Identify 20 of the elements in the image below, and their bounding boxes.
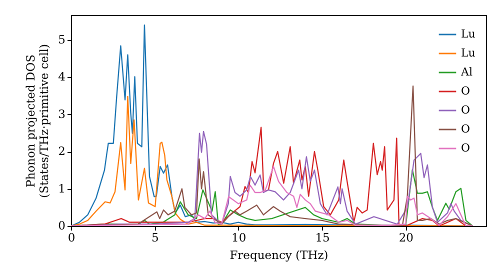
legend-label: O (461, 122, 470, 136)
legend-label: O (461, 104, 470, 116)
legend-label: O (461, 142, 470, 154)
x-tick-label: 15 (315, 230, 330, 244)
x-tick-label: 10 (232, 230, 246, 244)
y-tick-label: 3 (58, 106, 66, 121)
legend-label: Al (460, 66, 473, 78)
legend-label: O (461, 84, 470, 98)
x-tick-label: 0 (68, 230, 76, 244)
legend-label: Lu (461, 28, 476, 40)
y-tick-label: 2 (58, 144, 66, 158)
legend-label: Lu (461, 46, 476, 60)
y-tick-label: 0 (58, 218, 66, 232)
y-tick-label: 4 (58, 70, 66, 84)
x-tick-label: 5 (152, 230, 159, 244)
y-axis-title: Phonon projected DOS (States/THz·primitive cell) (24, 44, 52, 198)
y-tick-label: 1 (58, 181, 66, 196)
y-tick-label: 5 (58, 32, 66, 46)
x-axis-title: Frequency (THz) (230, 248, 328, 262)
x-tick-label: 20 (398, 230, 414, 244)
